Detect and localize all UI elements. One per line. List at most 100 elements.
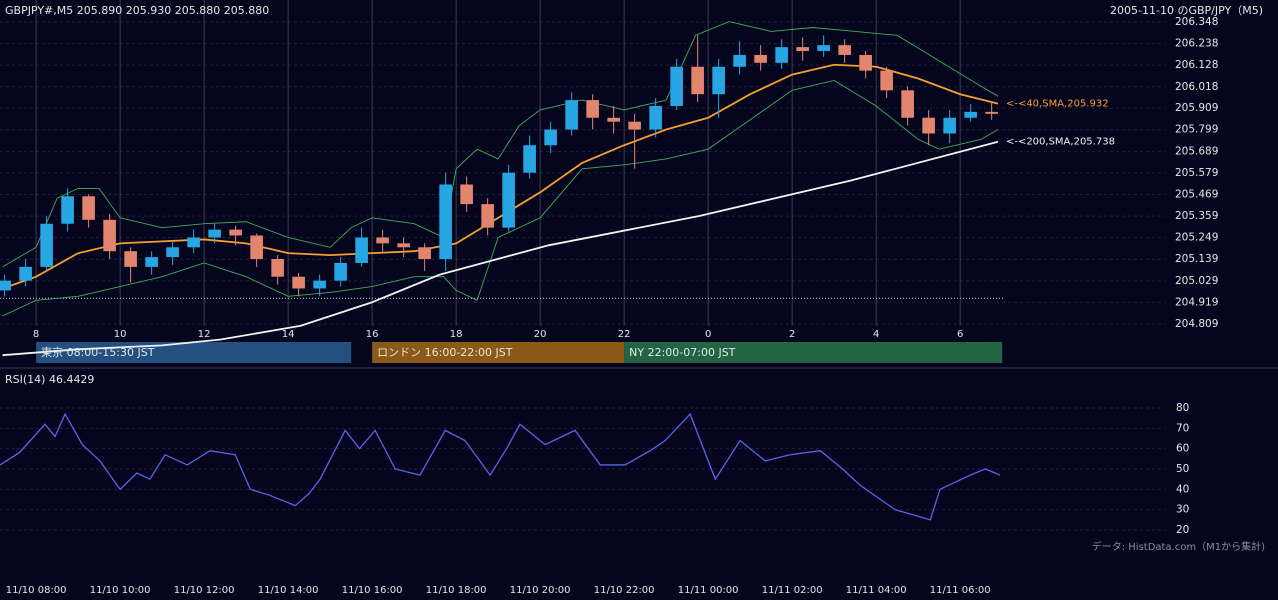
y-tick-label: 80 <box>1176 402 1189 414</box>
source-note: データ: HistData.com（M1から集計) <box>1092 540 1265 553</box>
y-tick-label: 204.919 <box>1175 296 1218 308</box>
bollinger-band <box>2 21 999 268</box>
candle-body <box>82 196 95 220</box>
candle-body <box>0 280 11 291</box>
y-tick-label: 206.238 <box>1175 38 1218 50</box>
x-tick-label: 11/11 00:00 <box>678 585 739 596</box>
candle-body <box>418 247 431 260</box>
y-tick-label: 205.139 <box>1175 253 1218 265</box>
y-tick-label: 20 <box>1176 524 1189 536</box>
y-tick-label: 60 <box>1176 443 1189 455</box>
grid-layer <box>0 0 1165 531</box>
candle-body <box>649 105 662 130</box>
candle-body <box>901 90 914 118</box>
candle-body <box>460 184 473 205</box>
candle-body <box>523 145 536 173</box>
candle-body <box>586 100 599 118</box>
label-layer: GBPJPY#,M5 205.890 205.930 205.880 205.8… <box>5 4 1265 596</box>
x-tick-label: 14 <box>282 329 295 340</box>
x-tick-label: 4 <box>873 329 879 340</box>
x-tick-label: 11/10 22:00 <box>594 585 655 596</box>
y-tick-label: 206.348 <box>1175 16 1218 28</box>
candle-body <box>964 111 977 118</box>
y-tick-label: 70 <box>1176 422 1189 434</box>
y-tick-label: 206.128 <box>1175 59 1218 71</box>
x-tick-label: 10 <box>114 329 127 340</box>
session-label: 東京 08:00-15:30 JST <box>41 345 155 359</box>
y-tick-label: 205.249 <box>1175 232 1218 244</box>
candle-body <box>124 251 137 267</box>
plot-layer <box>0 21 1003 521</box>
y-tick-label: 40 <box>1176 483 1189 495</box>
candle-body <box>397 243 410 248</box>
x-tick-label: 11/11 06:00 <box>930 585 991 596</box>
x-tick-label: 18 <box>450 329 463 340</box>
candle-body <box>817 45 830 52</box>
candle-body <box>754 54 767 63</box>
candle-body <box>166 247 179 258</box>
rsi-title: RSI(14) 46.4429 <box>5 373 94 386</box>
candle-body <box>670 66 683 106</box>
x-tick-label: 6 <box>957 329 963 340</box>
x-tick-label: 8 <box>33 329 39 340</box>
candle-body <box>607 117 620 122</box>
candle-body <box>922 117 935 134</box>
candle-body <box>187 237 200 248</box>
x-tick-label: 11/10 18:00 <box>426 585 487 596</box>
bollinger-band <box>2 80 999 317</box>
y-tick-label: 205.909 <box>1175 102 1218 114</box>
x-tick-label: 22 <box>618 329 631 340</box>
x-tick-label: 16 <box>366 329 379 340</box>
candle-body <box>943 117 956 134</box>
x-tick-label: 11/10 20:00 <box>510 585 571 596</box>
x-tick-label: 11/10 10:00 <box>90 585 151 596</box>
x-tick-label: 11/10 16:00 <box>342 585 403 596</box>
x-tick-label: 0 <box>705 329 711 340</box>
candle-body <box>271 259 284 277</box>
y-tick-label: 50 <box>1176 463 1189 475</box>
chart-title: 2005-11-10 のGBP/JPY（M5) <box>1110 4 1263 17</box>
x-tick-label: 2 <box>789 329 795 340</box>
x-tick-label: 11/10 08:00 <box>6 585 67 596</box>
candle-body <box>985 111 998 114</box>
y-tick-label: 205.579 <box>1175 167 1218 179</box>
candle-body <box>208 229 221 238</box>
session-bar <box>372 342 625 363</box>
y-tick-label: 206.018 <box>1175 81 1218 93</box>
candle-body <box>880 70 893 91</box>
y-tick-label: 205.359 <box>1175 210 1218 222</box>
line-annotation: <-<200,SMA,205.738 <box>1006 137 1115 148</box>
x-tick-label: 11/11 02:00 <box>762 585 823 596</box>
session-label: NY 22:00-07:00 JST <box>629 346 736 359</box>
x-tick-label: 11/10 14:00 <box>258 585 319 596</box>
candle-body <box>103 219 116 252</box>
session-bar <box>624 342 1003 363</box>
candle-body <box>775 47 788 63</box>
candle-body <box>712 66 725 95</box>
candle-body <box>19 266 32 281</box>
y-tick-label: 205.469 <box>1175 188 1218 200</box>
x-tick-label: 12 <box>198 329 211 340</box>
symbol-label: GBPJPY#,M5 205.890 205.930 205.880 205.8… <box>5 4 269 17</box>
candle-body <box>859 54 872 71</box>
candle-body <box>628 121 641 130</box>
candle-body <box>61 196 74 224</box>
y-tick-label: 30 <box>1176 504 1189 516</box>
candle-body <box>334 262 347 281</box>
candle-body <box>439 184 452 260</box>
candle-body <box>691 66 704 95</box>
y-tick-label: 205.799 <box>1175 124 1218 136</box>
line-annotation: <-<40,SMA,205.932 <box>1006 99 1109 110</box>
candle-body <box>145 257 158 267</box>
candle-body <box>376 237 389 244</box>
candle-body <box>481 204 494 228</box>
candle-body <box>796 47 809 52</box>
rsi-line <box>0 412 1001 521</box>
candle-body <box>733 54 746 67</box>
y-tick-label: 205.689 <box>1175 145 1218 157</box>
sma-line <box>2 63 999 290</box>
candle-body <box>250 235 263 260</box>
candle-body <box>229 229 242 236</box>
